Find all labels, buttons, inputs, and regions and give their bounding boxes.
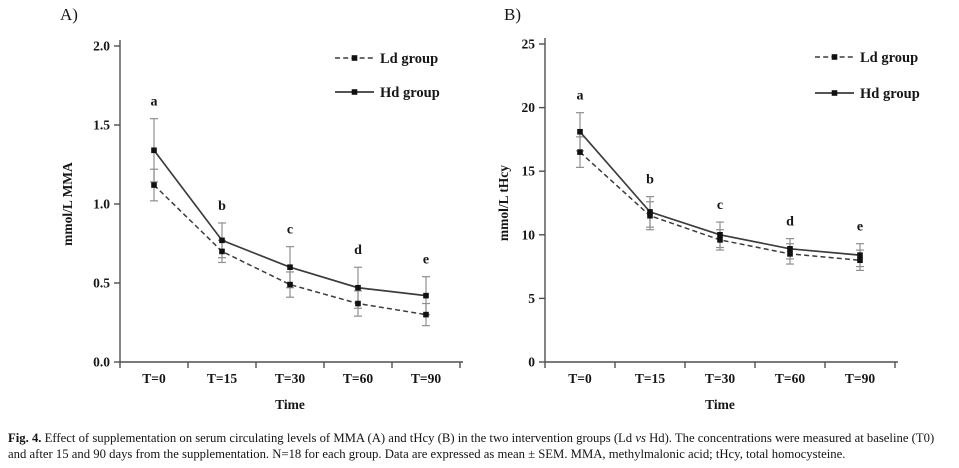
x-tick-label: T=60 [343,371,373,386]
figure-panels: A) 0.0 0.5 1.0 1.5 2.0 T=0 T=15 T=30 T=60 T=90 Time… [0,0,959,428]
chart-mma: A) 0.0 0.5 1.0 1.5 2.0 T=0 T=15 T=30 T=60 T=90 Time… [60,5,463,412]
panel-label: A) [60,5,78,24]
y-tick-label: 25 [522,37,536,52]
chart-thcy: B) 0 5 10 15 20 25 T=0 T=15 T=30 T=60 T=90 Time mmol/… [496,5,920,412]
data-point-marker [355,284,361,291]
data-point-marker [857,257,863,264]
legend-label: Ld group [380,51,438,67]
legend-label: Ld group [860,50,918,66]
x-tick-label: T=90 [411,371,441,386]
caption-figure-label: Fig. 4. [8,431,42,445]
x-tick-label: T=30 [275,371,305,386]
caption-italic-vs: vs [635,431,646,445]
x-tick-label: T=90 [845,371,875,386]
y-tick-label: 1.5 [93,118,110,133]
figure-caption: Fig. 4. Effect of supplementation on ser… [8,430,954,462]
panel-label: B) [504,5,521,24]
y-tick-label: 0.0 [93,355,110,370]
data-point-marker [219,248,225,255]
data-point-marker [717,237,723,243]
significance-letter: d [786,215,794,230]
data-point-marker [647,209,653,215]
x-tick-label: T=15 [635,371,665,386]
legend-marker [351,89,358,95]
x-tick-label: T=30 [705,371,735,386]
significance-letter: a [577,89,584,104]
x-tick-label: T=60 [775,371,805,386]
x-tick-label: T=0 [142,371,166,386]
data-point-marker [717,232,723,238]
significance-letter: e [857,220,863,235]
data-point-marker [857,252,863,258]
data-point-marker [287,264,293,270]
significance-letter: b [646,173,654,188]
y-tick-label: 0 [528,355,535,370]
data-point-marker [423,292,429,299]
x-axis-title: Time [275,397,305,412]
data-point-marker [151,147,157,154]
data-point-marker [787,245,793,252]
panel-a: A) 0.0 0.5 1.0 1.5 2.0 T=0 T=15 T=30 T=60 T=90 Time… [0,0,470,428]
y-tick-label: 2.0 [93,39,110,54]
x-axis-title: Time [705,397,735,412]
significance-letter: e [423,253,429,268]
data-point-marker [647,212,653,219]
caption-text-2: Hd). The concentrations were measured at… [8,431,935,461]
legend-label: Hd group [860,86,920,102]
significance-letter: c [287,223,293,238]
y-tick-label: 15 [522,164,536,179]
data-point-marker [577,128,583,135]
legend-label: Hd group [380,85,440,101]
y-tick-label: 10 [522,227,536,242]
data-point-marker [219,237,225,244]
y-tick-label: 1.0 [93,197,110,212]
significance-letter: a [151,95,158,110]
data-point-marker [423,311,429,318]
legend-marker [351,55,358,61]
data-point-marker [287,281,293,288]
caption-text-1: Effect of supplementation on serum circu… [41,431,636,445]
y-tick-label: 0.5 [93,276,110,291]
y-tick-label: 20 [522,100,536,115]
series-line-ld [153,184,427,316]
significance-letter: b [218,199,226,214]
data-point-marker [787,251,793,257]
data-point-marker [355,300,361,307]
significance-letter: d [354,243,362,258]
legend-marker [831,54,838,60]
data-point-marker [151,182,157,188]
y-tick-label: 5 [528,291,535,306]
y-axis-title: mmol/L MMA [60,162,75,246]
legend-marker [831,90,838,96]
data-point-marker [577,149,583,155]
y-axis-title: mmol/L tHcy [496,165,511,241]
x-tick-label: T=0 [568,371,592,386]
panel-b: B) 0 5 10 15 20 25 T=0 T=15 T=30 T=60 T=90 Time mmol/… [480,0,959,428]
x-tick-label: T=15 [207,371,237,386]
significance-letter: c [717,198,723,213]
